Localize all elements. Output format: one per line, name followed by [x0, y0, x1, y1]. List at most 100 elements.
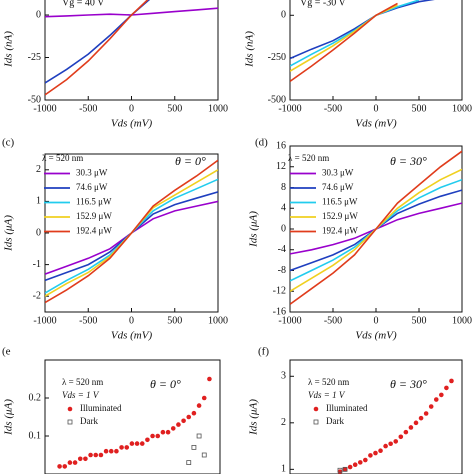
y-tick-label: 2 [36, 164, 41, 175]
legend-swatch [313, 419, 319, 425]
x-tick-label: 0 [129, 315, 134, 326]
plot-area [290, 150, 462, 305]
panel-label: (c) [2, 137, 15, 149]
y-tick-label: 0 [281, 10, 286, 21]
x-tick-label: 500 [167, 103, 182, 114]
data-line [45, 178, 218, 294]
illuminated-point [449, 378, 454, 384]
illuminated-point [428, 404, 434, 409]
illuminated-point [373, 450, 378, 456]
y-tick-label: 12 [276, 161, 286, 172]
illuminated-point [57, 464, 62, 469]
y-tick-label: 8 [281, 182, 286, 193]
illuminated-point [150, 433, 155, 439]
illuminated-point [114, 448, 119, 454]
x-tick-label: -500 [79, 315, 97, 326]
illuminated-point [403, 429, 409, 435]
x-tick-label: 1000 [208, 103, 228, 114]
dark-point [342, 466, 348, 472]
y-tick-label: 0.2 [29, 392, 42, 403]
data-line [45, 191, 218, 282]
illuminated-point [439, 392, 444, 398]
x-tick-label: 500 [412, 103, 427, 114]
data-line [290, 178, 462, 282]
data-line [290, 4, 398, 72]
plot-frame [289, 359, 463, 474]
illuminated-point [388, 441, 393, 447]
illuminated-point [352, 462, 358, 467]
y-tick-label: -1 [33, 259, 41, 270]
y-axis-label: Ids (μA) [248, 211, 260, 248]
y-axis-label: Ids (nA) [3, 31, 15, 68]
data-line [290, 150, 462, 305]
illuminated-point [357, 460, 363, 465]
annotation: Vg = 40 V [62, 0, 105, 8]
illuminated-point [207, 376, 212, 382]
dark-point [196, 433, 202, 439]
illuminated-point [88, 452, 93, 458]
y-tick-label: 0 [36, 9, 41, 20]
illuminated-point [408, 425, 414, 430]
legend-label: Dark [80, 416, 98, 426]
y-tick-label: -16 [273, 306, 286, 317]
plot-area [290, 0, 435, 83]
y-tick-label: 0.1 [29, 430, 42, 441]
data-line [290, 2, 398, 83]
y-tick-label: -25 [28, 52, 41, 63]
y-tick-label: 0 [36, 227, 41, 238]
legend-label: Dark [326, 416, 344, 426]
y-tick-label: 1 [281, 464, 286, 474]
y-tick-label: 16 [276, 140, 286, 151]
y-tick-label: -250 [268, 52, 286, 63]
legend-subtitle: Vds = 1 V [62, 390, 100, 400]
x-tick-label: -1000 [278, 315, 301, 326]
legend-label: Illuminated [80, 403, 122, 413]
illuminated-point [363, 457, 368, 463]
illuminated-point [124, 445, 130, 450]
x-tick-label: -500 [324, 315, 342, 326]
legend-subtitle: Vds = 1 V [308, 390, 346, 400]
data-line [290, 0, 435, 60]
legend-label: 152.9 μW [76, 211, 112, 221]
illuminated-point [129, 441, 135, 446]
plot-frame [44, 359, 221, 474]
plot-area [45, 159, 218, 304]
y-tick-label: -12 [273, 286, 286, 297]
legend-swatch [67, 419, 73, 425]
x-tick-label: 0 [129, 103, 134, 114]
dark-point [191, 444, 197, 450]
plot-area [337, 378, 454, 474]
illuminated-point [103, 448, 109, 454]
panel-label: (f) [258, 346, 269, 358]
y-axis-label: Ids (μA) [248, 399, 260, 436]
y-tick-label: -50 [28, 94, 41, 105]
x-tick-label: 0 [374, 103, 379, 114]
illuminated-point [155, 433, 161, 439]
illuminated-point [418, 415, 424, 421]
illuminated-point [433, 397, 439, 402]
illuminated-point [413, 420, 419, 426]
x-tick-label: 1000 [208, 315, 228, 326]
annotation: Vg = -30 V [300, 0, 347, 8]
illuminated-point [108, 448, 114, 454]
illuminated-point [181, 418, 186, 424]
plot-area [57, 376, 212, 469]
illuminated-point [134, 441, 140, 446]
legend-label: 116.5 μW [76, 197, 112, 207]
illuminated-point [196, 403, 202, 408]
x-tick-label: 500 [412, 315, 427, 326]
y-tick-label: 3 [281, 371, 286, 382]
annotation: θ = 30° [390, 377, 427, 391]
legend-label: 192.4 μW [76, 226, 112, 236]
x-tick-label: -1000 [33, 103, 56, 114]
y-tick-label: -500 [268, 94, 286, 105]
illuminated-point [67, 460, 73, 465]
x-tick-label: 500 [167, 315, 182, 326]
illuminated-point [93, 452, 99, 458]
legend-title: λ = 520 nm [308, 377, 349, 387]
illuminated-point [119, 445, 124, 450]
y-tick-label: 4 [281, 203, 286, 214]
x-tick-label: -1000 [33, 315, 56, 326]
illuminated-point [423, 411, 429, 416]
